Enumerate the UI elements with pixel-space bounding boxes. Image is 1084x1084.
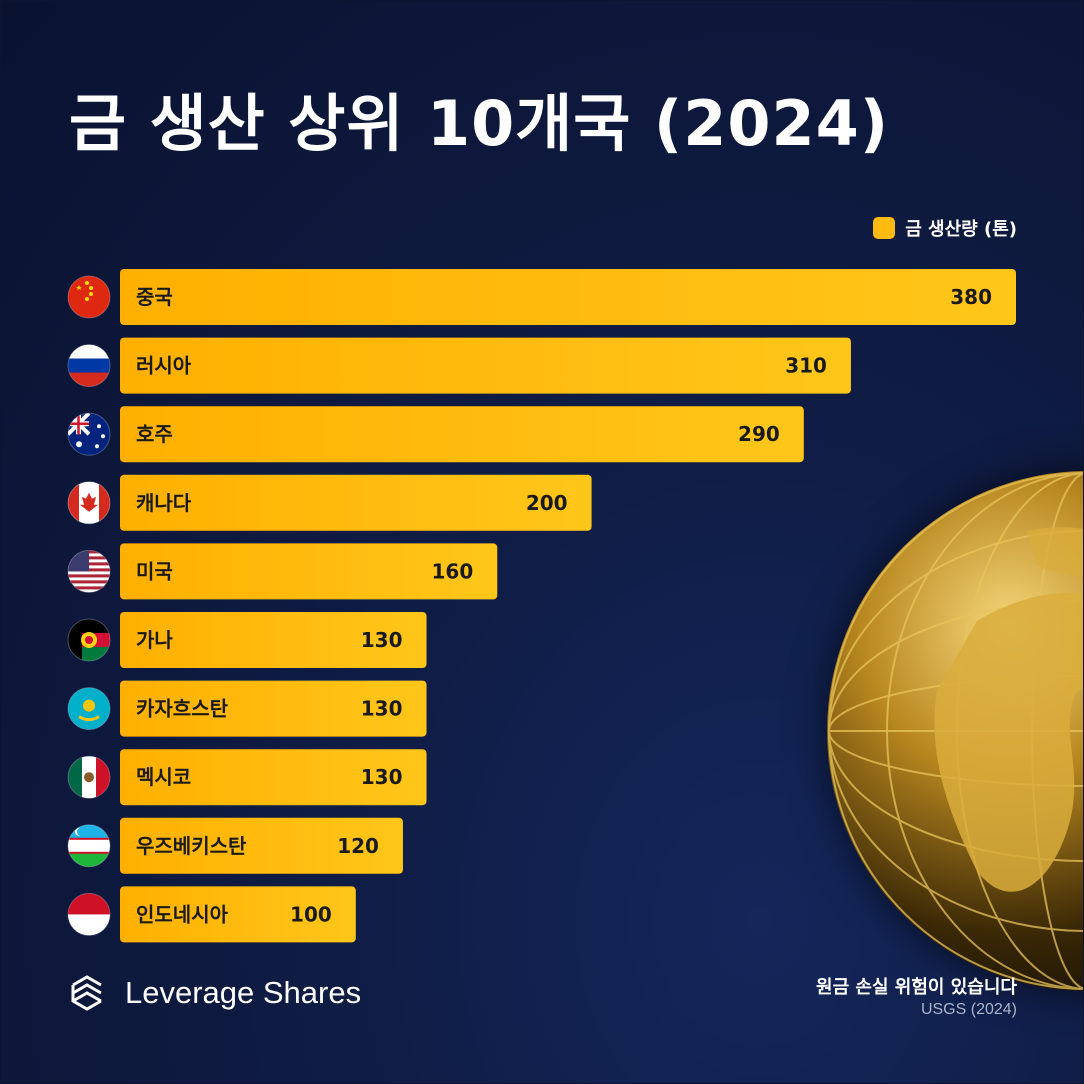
bar-value-label: 130 — [361, 697, 403, 721]
russia-flag-icon — [67, 344, 111, 388]
bar — [120, 543, 498, 600]
bar-value-label: 160 — [432, 559, 474, 583]
bar-value-label: 130 — [361, 628, 403, 652]
mexico-flag-icon — [67, 755, 111, 799]
bar — [120, 406, 804, 463]
bar-row: 미국 160 — [67, 543, 498, 600]
legend-label: 금 생산량 (톤) — [905, 219, 1017, 240]
risk-disclaimer: 원금 손실 위험이 있습니다 — [816, 977, 1017, 998]
bar-value-label: 290 — [738, 422, 780, 446]
chart-title: 금 생산 상위 10개국 (2024) — [69, 87, 890, 160]
bar — [120, 886, 356, 943]
chart-legend: 금 생산량 (톤) — [873, 215, 1017, 241]
bar-category-label: 캐나다 — [136, 491, 192, 515]
indonesia-flag-icon — [67, 892, 111, 936]
leverage-shares-logo-icon — [71, 975, 102, 1011]
bar-chart: 중국 380 러시아 310 호주 290 캐나다 200 미국 160 가나 130 카자흐스탄 130… — [67, 269, 1016, 943]
bar-category-label: 중국 — [136, 285, 173, 309]
bar — [120, 474, 592, 531]
bar-row: 멕시코 130 — [67, 749, 427, 806]
bar-category-label: 호주 — [136, 422, 173, 446]
bar-row: 인도네시아 100 — [67, 886, 356, 943]
gold-globe-image — [827, 471, 1083, 991]
kazakhstan-flag-icon — [67, 687, 111, 731]
bar-row: 러시아 310 — [67, 337, 851, 394]
bar-category-label: 러시아 — [136, 354, 192, 378]
bar-row: 중국 380 — [67, 269, 1016, 325]
bar — [120, 817, 403, 874]
bar-row: 카자흐스탄 130 — [67, 680, 427, 737]
bar-value-label: 310 — [785, 354, 827, 378]
bar — [120, 337, 851, 394]
bar-row: 캐나다 200 — [67, 474, 592, 531]
bar-category-label: 멕시코 — [136, 765, 191, 789]
bar-category-label: 미국 — [136, 559, 173, 583]
bar-category-label: 인도네시아 — [136, 902, 229, 926]
brand-logo: Leverage Shares — [65, 971, 361, 1015]
uzbekistan-flag-icon — [67, 824, 111, 868]
bar-value-label: 200 — [526, 491, 568, 515]
bar-row: 호주 290 — [67, 406, 804, 463]
bar-row: 우즈베키스탄 120 — [67, 817, 403, 874]
bar-category-label: 가나 — [136, 628, 173, 652]
bar-value-label: 130 — [361, 765, 403, 789]
bar-category-label: 카자흐스탄 — [136, 697, 229, 721]
bar-category-label: 우즈베키스탄 — [136, 834, 247, 858]
ghana-flag-icon — [67, 618, 111, 662]
australia-flag-icon — [67, 412, 111, 456]
bar-value-label: 100 — [290, 902, 332, 926]
legend-swatch — [873, 217, 896, 239]
usa-flag-icon — [67, 549, 111, 593]
canada-flag-icon — [67, 481, 111, 525]
bar — [120, 680, 427, 737]
bar-value-label: 380 — [950, 285, 992, 309]
bar-value-label: 120 — [337, 834, 379, 858]
bar — [120, 612, 427, 668]
bar — [120, 749, 427, 806]
brand-name: Leverage Shares — [125, 975, 362, 1010]
data-source: USGS (2024) — [920, 1001, 1017, 1018]
bar — [120, 269, 1016, 325]
bar-row: 가나 130 — [67, 612, 427, 668]
china-flag-icon — [67, 275, 111, 319]
